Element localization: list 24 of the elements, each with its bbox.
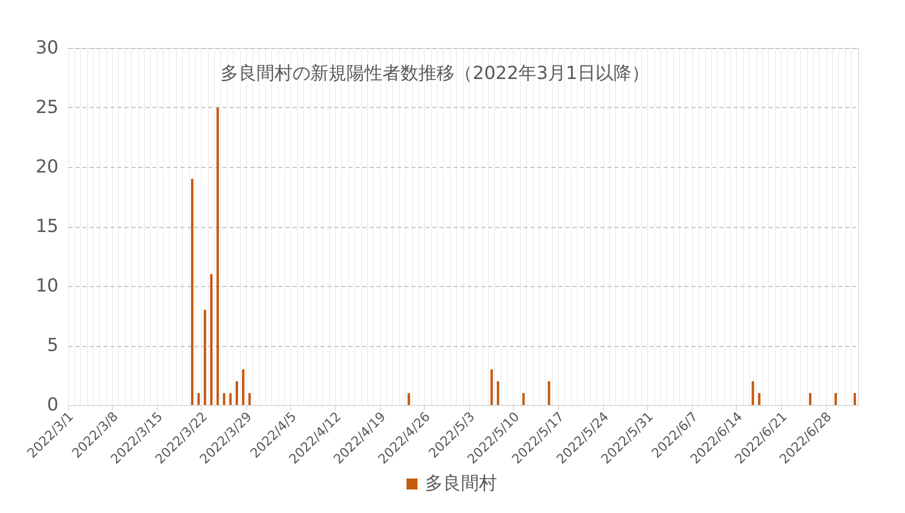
- y-tick-label: 0: [47, 394, 58, 416]
- y-tick-label: 10: [36, 276, 58, 296]
- bar: [216, 108, 219, 405]
- y-tick-label: 25: [36, 97, 58, 118]
- y-tick-label: 30: [36, 38, 58, 58]
- y-tick-label: 15: [36, 216, 58, 237]
- bar: [191, 178, 194, 405]
- bar: [222, 393, 226, 405]
- bar: [197, 393, 200, 405]
- bar: [752, 381, 754, 405]
- bar: [236, 381, 238, 405]
- y-tick-label: 20: [36, 156, 58, 178]
- y-tick-label: 5: [47, 335, 58, 356]
- bar: [854, 393, 856, 405]
- legend-label: 多良間村: [425, 473, 497, 494]
- bar: [834, 393, 837, 405]
- bar: [248, 393, 251, 405]
- bar: [809, 393, 812, 405]
- text: 多良間村の新規陽性者数推移（2022年3月1日以降）: [220, 63, 650, 84]
- bar: [490, 369, 493, 405]
- bar: [408, 393, 410, 405]
- bar: [758, 393, 760, 405]
- bar: [242, 369, 244, 405]
- bar: [210, 274, 213, 405]
